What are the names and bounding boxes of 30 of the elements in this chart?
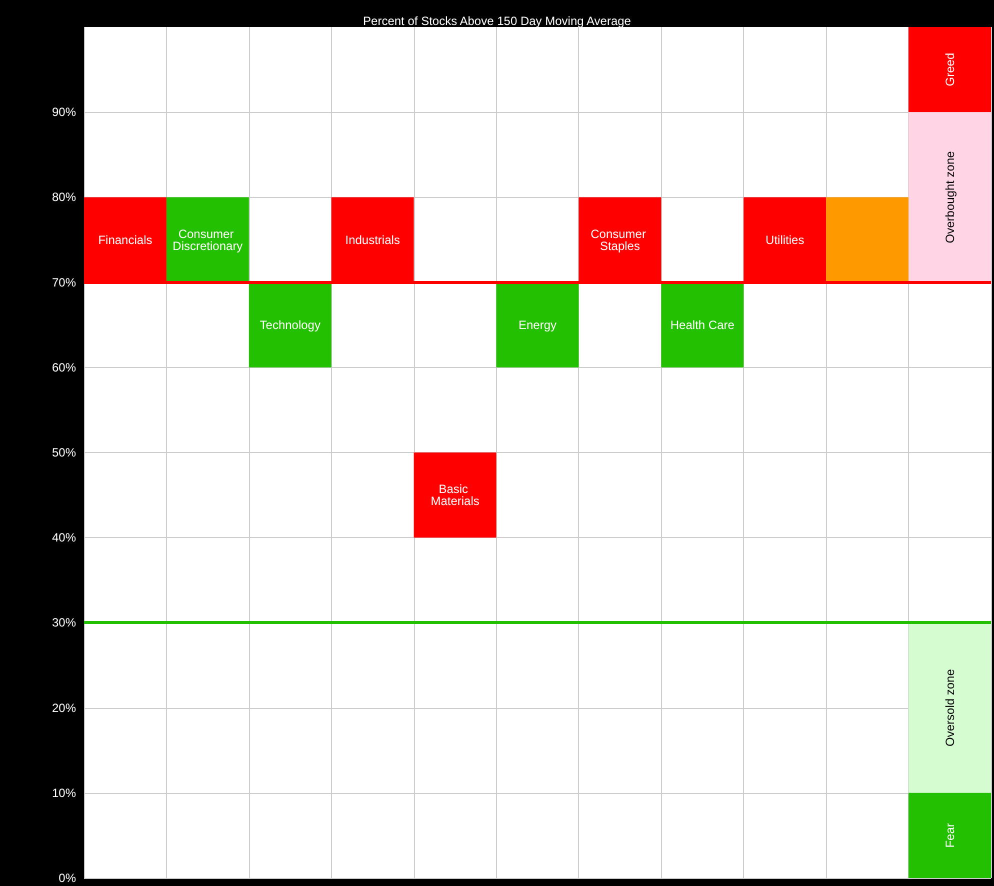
y-tick-label: 80% bbox=[52, 190, 76, 204]
y-tick-label: 10% bbox=[52, 786, 76, 800]
data-label: Energy bbox=[518, 318, 557, 332]
bar bbox=[908, 792, 991, 878]
data-label: Utilities bbox=[766, 232, 804, 247]
y-tick-label: 40% bbox=[52, 530, 76, 545]
y-tick-label: 50% bbox=[52, 446, 76, 460]
data-label: Greed bbox=[942, 52, 957, 86]
data-label: Industrials bbox=[345, 232, 400, 247]
y-tick-label: 60% bbox=[52, 360, 76, 374]
bar bbox=[908, 622, 991, 793]
data-label: Technology bbox=[260, 318, 320, 332]
data-label: Consumer Staples bbox=[590, 226, 650, 253]
data-label: Health Care bbox=[670, 318, 735, 332]
chart-title: Percent of Stocks Above 150 Day Moving Average bbox=[363, 14, 632, 28]
data-label: Oversold zone bbox=[942, 668, 957, 746]
data-label: Basic Materials bbox=[430, 482, 480, 508]
bar bbox=[908, 27, 991, 112]
y-tick-label: 90% bbox=[52, 105, 76, 120]
bar bbox=[908, 112, 991, 282]
y-tick-label: 70% bbox=[52, 275, 76, 290]
data-label: Financials bbox=[98, 232, 152, 247]
data-label: Fear bbox=[942, 823, 957, 848]
y-tick-label: 30% bbox=[52, 616, 76, 630]
y-tick-label: 20% bbox=[52, 700, 76, 715]
y-tick-label: 0% bbox=[58, 871, 76, 885]
bar bbox=[414, 452, 496, 538]
bar bbox=[826, 197, 909, 282]
data-label: Overbought zone bbox=[942, 150, 957, 244]
data-label: Consumer Discretionary bbox=[172, 226, 243, 253]
